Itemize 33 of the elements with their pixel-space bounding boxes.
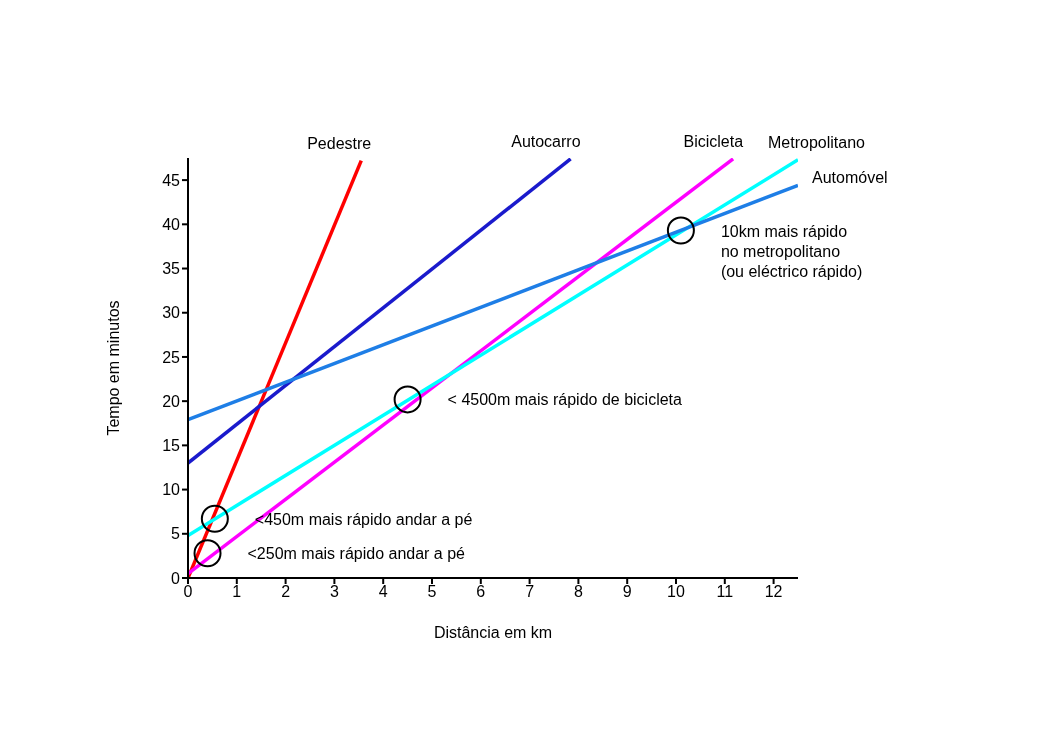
series-label: Automóvel xyxy=(812,169,888,187)
series-label: Pedestre xyxy=(307,134,372,152)
series-label: Metropolitano xyxy=(768,133,866,151)
x-tick-label: 1 xyxy=(232,583,242,601)
x-tick-label: 0 xyxy=(183,583,193,601)
x-tick-label: 7 xyxy=(525,583,535,601)
y-tick-label: 35 xyxy=(162,260,181,278)
x-tick-label: 11 xyxy=(716,583,734,601)
y-tick-label: 45 xyxy=(162,171,181,189)
y-tick-label: 5 xyxy=(171,525,181,543)
x-tick-label: 3 xyxy=(329,583,339,601)
y-tick-label: 0 xyxy=(171,569,181,587)
annotation: 10km mais rápido no metropolitano (ou eléctrico rápido) xyxy=(720,222,863,280)
y-axis-title: Tempo em minutos xyxy=(104,300,122,436)
x-tick-label: 8 xyxy=(573,583,583,601)
x-tick-label: 9 xyxy=(622,583,632,601)
x-tick-label: 2 xyxy=(281,583,291,601)
series-label: Bicicleta xyxy=(683,132,744,150)
x-tick-label: 4 xyxy=(378,583,388,601)
series-label: Autocarro xyxy=(511,132,581,150)
y-tick-label: 10 xyxy=(162,481,181,499)
y-tick-label: 40 xyxy=(162,216,181,233)
x-tick-label: 6 xyxy=(476,583,486,601)
x-tick-label: 5 xyxy=(427,583,437,601)
y-tick-label: 25 xyxy=(162,348,181,366)
x-axis-title: Distância em km xyxy=(433,624,553,641)
y-tick-label: 15 xyxy=(162,437,181,455)
annotation: <250m mais rápido andar a pé xyxy=(247,545,466,563)
annotation: < 4500m mais rápido de bicicleta xyxy=(447,391,683,409)
y-tick-label: 20 xyxy=(162,392,181,410)
y-tick-label: 30 xyxy=(162,304,181,322)
x-tick-label: 10 xyxy=(667,583,685,601)
x-tick-label: 12 xyxy=(764,583,783,601)
